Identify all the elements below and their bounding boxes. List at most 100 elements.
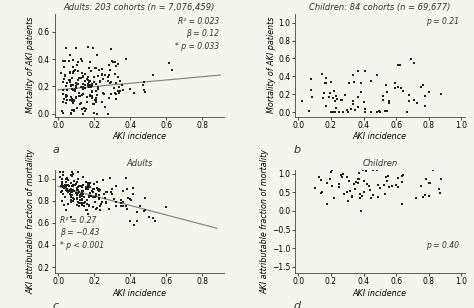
Point: [72, 95, 80, 100]
Point: [354, 180, 362, 185]
Point: [363, 181, 371, 186]
Point: [63, 45, 70, 50]
Point: [392, 182, 400, 187]
Point: [332, 93, 340, 98]
Point: [381, 192, 389, 197]
Point: [72, 96, 80, 101]
Point: [59, 80, 66, 85]
Point: [337, 172, 345, 177]
Point: [107, 91, 115, 96]
Point: [400, 88, 407, 93]
Point: [112, 63, 120, 68]
Point: [162, 204, 170, 209]
Point: [362, 168, 369, 173]
Point: [78, 197, 85, 202]
Point: [68, 170, 76, 175]
Point: [419, 166, 427, 171]
Point: [69, 96, 76, 101]
Point: [425, 193, 433, 198]
Point: [63, 93, 71, 98]
Point: [308, 87, 315, 92]
Point: [86, 204, 93, 209]
Y-axis label: Mortality of AKI patients: Mortality of AKI patients: [27, 17, 36, 113]
Point: [92, 192, 100, 197]
Point: [106, 67, 113, 72]
Point: [79, 82, 86, 87]
Point: [62, 184, 69, 188]
Point: [65, 77, 73, 82]
Point: [418, 84, 425, 89]
Point: [70, 98, 77, 103]
Point: [327, 79, 335, 84]
Point: [91, 199, 99, 204]
Point: [335, 185, 343, 190]
Point: [90, 75, 97, 79]
Point: [369, 192, 377, 197]
Point: [383, 89, 391, 94]
Point: [61, 58, 68, 63]
Point: [105, 95, 113, 100]
Point: [95, 188, 103, 193]
Point: [102, 199, 109, 204]
Title: Adults: 203 cohorts (n = 7,076,459): Adults: 203 cohorts (n = 7,076,459): [64, 3, 215, 12]
Point: [329, 110, 337, 115]
Point: [69, 196, 77, 201]
Point: [343, 190, 351, 195]
Point: [74, 176, 82, 181]
Point: [114, 75, 121, 79]
Point: [140, 80, 148, 85]
Point: [80, 105, 88, 110]
Point: [82, 72, 89, 77]
Point: [71, 183, 78, 188]
Point: [89, 46, 97, 51]
Point: [355, 170, 362, 175]
Point: [85, 45, 92, 50]
Point: [105, 75, 112, 80]
Point: [73, 179, 81, 184]
Point: [84, 182, 91, 187]
Point: [394, 85, 401, 90]
Point: [59, 92, 66, 97]
Point: [77, 191, 85, 196]
Point: [374, 195, 382, 200]
Point: [357, 209, 365, 214]
Point: [65, 77, 73, 82]
Point: [94, 85, 102, 90]
Point: [328, 167, 336, 172]
Point: [73, 185, 81, 190]
Point: [380, 182, 388, 187]
Point: [76, 94, 83, 99]
Point: [117, 198, 125, 203]
Point: [106, 206, 113, 211]
Point: [79, 193, 86, 198]
Text: p = 0.40: p = 0.40: [427, 241, 459, 250]
Point: [67, 83, 74, 87]
Point: [337, 175, 345, 180]
Point: [69, 83, 76, 88]
Point: [61, 74, 68, 79]
Point: [63, 175, 71, 180]
Point: [107, 47, 115, 51]
Y-axis label: Mortality of AKI patients: Mortality of AKI patients: [267, 17, 276, 113]
Point: [84, 82, 91, 87]
Point: [87, 180, 94, 185]
Point: [93, 97, 100, 102]
Point: [108, 189, 115, 194]
Point: [67, 77, 74, 82]
Point: [58, 179, 65, 184]
Point: [103, 189, 111, 194]
Point: [168, 67, 175, 72]
Point: [381, 108, 389, 113]
Point: [59, 59, 66, 64]
Point: [329, 110, 337, 115]
Point: [68, 192, 76, 197]
Title: Children: Children: [362, 160, 397, 168]
Point: [79, 182, 86, 187]
Point: [421, 192, 429, 197]
Point: [68, 214, 75, 219]
Point: [73, 192, 81, 197]
Point: [96, 203, 104, 208]
Point: [95, 67, 103, 72]
Point: [84, 83, 92, 88]
Point: [78, 106, 86, 111]
